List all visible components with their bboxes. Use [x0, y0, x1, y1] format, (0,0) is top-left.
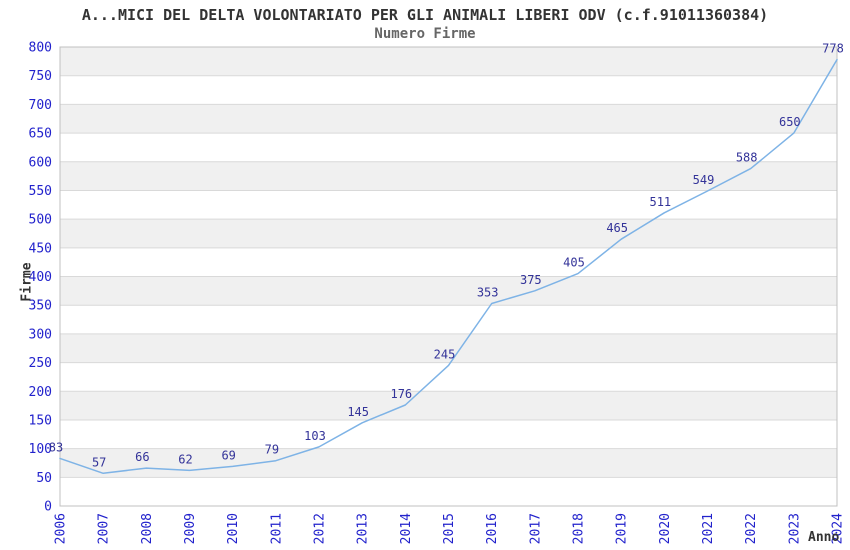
y-tick-label: 600: [29, 155, 52, 170]
data-point-label: 145: [347, 405, 369, 419]
y-tick-label: 800: [29, 41, 52, 56]
plot-border: [59, 46, 838, 507]
x-tick-label: 2017: [528, 513, 543, 544]
plot-band: [60, 161, 837, 191]
data-point-label: 405: [563, 256, 585, 270]
x-tick-label: 2008: [140, 513, 155, 544]
y-tick-label: 400: [29, 270, 52, 285]
plot-band: [60, 391, 837, 420]
plot-band: [60, 219, 837, 248]
x-tick-label: 2018: [572, 513, 587, 544]
data-point-label: 778: [822, 42, 844, 56]
data-point-label: 62: [178, 452, 192, 466]
data-point-label: 83: [49, 440, 63, 454]
x-tick-label: 2019: [615, 513, 630, 544]
data-point-label: 57: [92, 455, 106, 469]
data-point-label: 511: [649, 195, 671, 209]
y-tick-label: 700: [29, 98, 52, 113]
x-tick-label: 2022: [744, 513, 759, 544]
y-tick-label: 500: [29, 213, 52, 228]
x-tick-label: 2015: [442, 513, 457, 544]
y-tick-label: 550: [29, 184, 52, 199]
data-point-label: 79: [265, 443, 279, 457]
x-tick-label: 2011: [269, 513, 284, 544]
x-tick-label: 2006: [54, 513, 69, 544]
data-point-label: 588: [736, 151, 758, 165]
data-point-label: 103: [304, 429, 326, 443]
y-tick-label: 750: [29, 69, 52, 84]
data-point-label: 69: [221, 448, 235, 462]
chart-subtitle: Numero Firme: [374, 26, 476, 42]
plot-band: [60, 276, 837, 306]
x-tick-label: 2023: [787, 513, 802, 544]
x-tick-label: 2007: [97, 513, 112, 544]
y-tick-label: 300: [29, 327, 52, 342]
plot-band: [60, 448, 837, 478]
x-tick-label: 2009: [183, 513, 198, 544]
x-tick-label: 2016: [485, 513, 500, 544]
chart-title: A...MICI DEL DELTA VOLONTARIATO PER GLI …: [81, 6, 769, 24]
y-axis-title: Firme: [19, 262, 35, 302]
y-tick-label: 350: [29, 299, 52, 314]
y-tick-label: 650: [29, 127, 52, 142]
x-tick-label: 2010: [226, 513, 241, 544]
data-point-label: 66: [135, 450, 149, 464]
x-tick-label: 2024: [831, 513, 846, 544]
data-point-label: 465: [606, 221, 628, 235]
data-point-label: 245: [434, 347, 456, 361]
y-tick-label: 450: [29, 241, 52, 256]
y-tick-label: 250: [29, 356, 52, 371]
x-tick-label: 2021: [701, 513, 716, 544]
data-line: [59, 58, 838, 475]
y-tick-label: 0: [44, 500, 52, 515]
data-point-label: 375: [520, 273, 542, 287]
x-tick-label: 2014: [399, 513, 414, 544]
y-tick-label: 150: [29, 413, 52, 428]
x-tick-label: 2012: [313, 513, 328, 544]
y-tick-label: 200: [29, 385, 52, 400]
x-axis-title: Anno: [808, 530, 840, 545]
plot-band: [60, 47, 837, 76]
x-tick-label: 2020: [658, 513, 673, 544]
y-tick-label: 50: [36, 471, 52, 486]
plot-band: [60, 104, 837, 134]
data-point-label: 353: [477, 285, 499, 299]
x-tick-label: 2013: [356, 513, 371, 544]
data-point-label: 176: [390, 387, 412, 401]
data-point-label: 650: [779, 115, 801, 129]
y-tick-label: 100: [29, 442, 52, 457]
plot-band: [60, 333, 837, 363]
data-point-label: 549: [693, 173, 715, 187]
